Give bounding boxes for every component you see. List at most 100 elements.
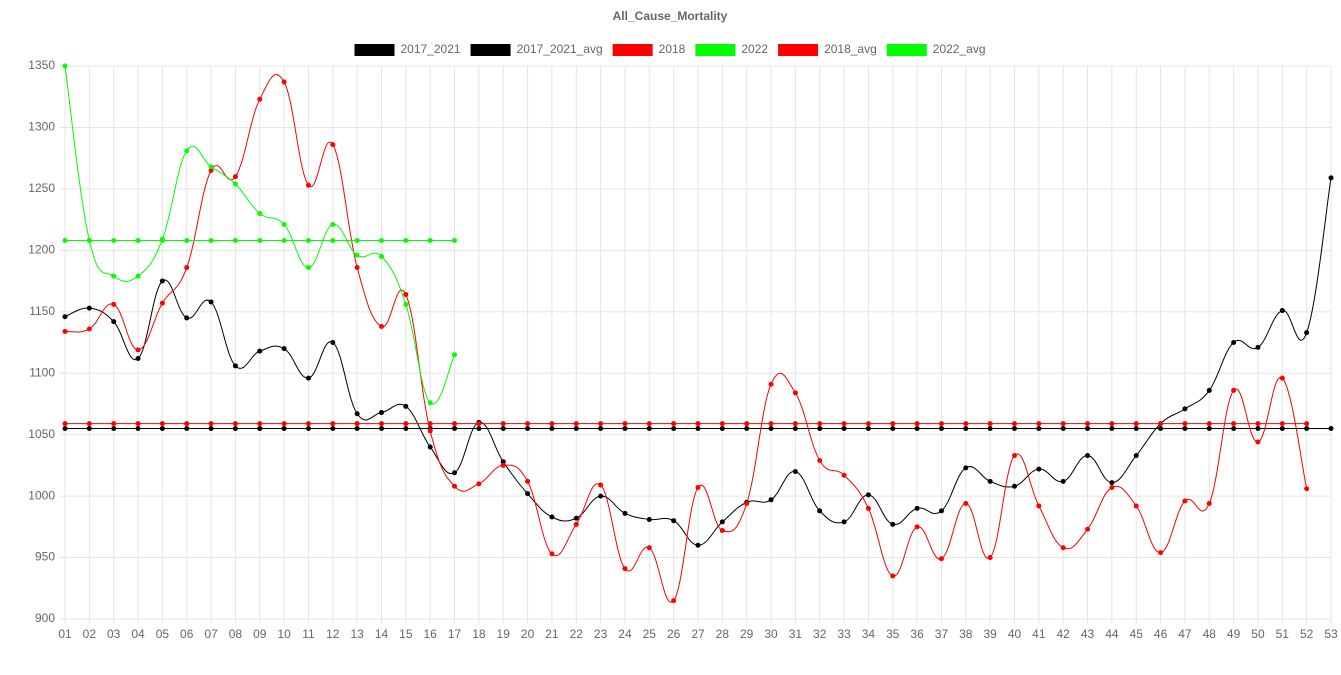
point: [1231, 426, 1237, 432]
point: [330, 340, 336, 345]
point: [452, 352, 458, 358]
point: [281, 222, 287, 228]
point: [1085, 421, 1091, 427]
point: [452, 421, 458, 427]
legend-label: 2022_avg: [933, 42, 986, 56]
point: [622, 510, 628, 516]
y-tick-label: 1000: [28, 488, 55, 502]
point: [890, 426, 896, 432]
point: [427, 400, 433, 406]
point: [452, 483, 458, 489]
point: [646, 421, 652, 427]
point: [938, 426, 944, 432]
x-tick-label: 13: [350, 627, 364, 641]
point: [622, 566, 628, 572]
point: [257, 348, 263, 354]
x-tick-label: 22: [570, 627, 584, 641]
point: [1231, 387, 1237, 393]
point: [232, 174, 238, 180]
point: [1255, 421, 1261, 427]
point: [1060, 426, 1066, 432]
x-tick-label: 01: [58, 627, 72, 641]
point: [719, 528, 725, 534]
chart-title: All_Cause_Mortality: [613, 9, 728, 23]
point: [963, 426, 969, 432]
point: [768, 426, 774, 432]
point: [1279, 421, 1285, 427]
x-tick-label: 49: [1227, 627, 1241, 641]
point: [184, 315, 190, 321]
x-tick-label: 43: [1081, 627, 1095, 641]
x-tick-label: 08: [229, 627, 243, 641]
point: [354, 411, 360, 417]
point: [111, 238, 117, 244]
point: [938, 508, 944, 514]
point: [671, 598, 677, 604]
point: [1279, 426, 1285, 432]
point: [1036, 426, 1042, 432]
point: [598, 426, 604, 432]
point: [427, 238, 433, 244]
point: [1206, 387, 1212, 393]
point: [817, 426, 823, 432]
legend-swatch: [886, 44, 927, 56]
point: [135, 347, 141, 353]
y-tick-label: 900: [35, 611, 55, 625]
point: [500, 462, 506, 468]
point: [354, 421, 360, 427]
point: [135, 238, 141, 244]
point: [330, 421, 336, 427]
point: [500, 459, 506, 465]
point: [452, 426, 458, 432]
x-tick-label: 19: [497, 627, 511, 641]
point: [1182, 406, 1188, 412]
point: [622, 426, 628, 432]
point: [1304, 486, 1310, 492]
point: [1133, 426, 1139, 432]
legend-swatch: [470, 44, 511, 56]
series: [62, 74, 1310, 604]
x-tick-label: 30: [764, 627, 778, 641]
point: [841, 519, 847, 525]
x-tick-label: 29: [740, 627, 754, 641]
point: [987, 426, 993, 432]
point: [1158, 421, 1164, 427]
point: [330, 222, 336, 228]
line: [64, 65, 455, 405]
point: [1328, 175, 1334, 181]
point: [330, 238, 336, 244]
point: [1036, 466, 1042, 472]
point: [549, 426, 555, 432]
point: [403, 301, 409, 307]
point: [159, 421, 165, 427]
point: [208, 421, 214, 427]
point: [792, 421, 798, 427]
point: [379, 324, 384, 330]
point: [646, 516, 652, 522]
point: [403, 238, 409, 244]
point: [62, 426, 68, 432]
x-tick-label: 26: [667, 627, 681, 641]
point: [281, 79, 287, 85]
point: [1206, 421, 1212, 427]
point: [938, 556, 944, 562]
x-tick-label: 24: [618, 627, 632, 641]
point: [744, 500, 750, 506]
legend-swatch: [778, 44, 819, 56]
point: [890, 421, 896, 427]
point: [159, 278, 165, 284]
x-tick-label: 21: [545, 627, 559, 641]
point: [281, 238, 287, 244]
point: [598, 482, 604, 488]
point: [86, 326, 92, 332]
point: [865, 426, 871, 432]
point: [719, 426, 725, 432]
point: [1304, 426, 1310, 432]
x-tick-label: 12: [326, 627, 340, 641]
point: [646, 426, 652, 432]
point: [817, 457, 823, 463]
point: [1133, 453, 1139, 459]
x-tick-label: 42: [1057, 627, 1071, 641]
point: [232, 426, 238, 432]
point: [184, 421, 190, 427]
